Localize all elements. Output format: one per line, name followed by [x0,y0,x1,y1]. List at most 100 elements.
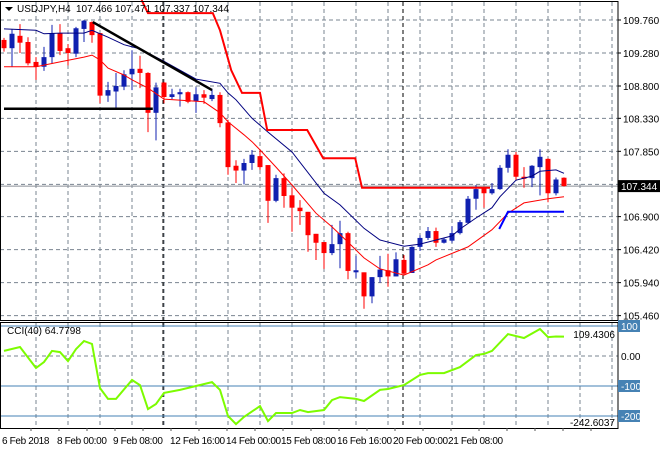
candle [57,24,63,56]
time-tick-label: 15 Feb 08:00 [281,436,337,447]
chart-frame [0,1,619,429]
trendline[interactable] [92,21,213,92]
candle [145,72,151,133]
candle [393,252,399,277]
time-axis: 6 Feb 2018 8 Feb 00:00 9 Feb 08:00 12 Feb 1… [2,428,592,447]
indicator-overlays [3,0,565,276]
candle-body [161,82,167,97]
red-step-line [140,0,490,189]
candle [121,70,127,91]
candle-body [89,22,95,36]
candle [65,44,71,66]
candle-body [425,231,431,238]
price-tick-label: 109.760 [623,16,660,27]
candle-body [465,198,471,223]
candle-body [273,178,279,201]
candle [249,149,255,170]
candle [25,37,31,66]
candle-body [65,48,71,53]
candle-body [321,242,327,254]
cci-level-badge [618,410,640,422]
candle-body [257,156,263,168]
candle-body [97,33,103,96]
price-tick-label: 107.850 [623,147,660,158]
candle-body [369,277,375,297]
candle-body [529,165,535,179]
cci-level-label: 100 [621,322,638,333]
cci-level-label: 0.00 [621,352,641,363]
candle [345,231,351,280]
candle-body [41,57,47,67]
candle-body [169,94,175,97]
candle [169,88,175,100]
candle [193,87,199,113]
price-tick-label: 105.940 [623,279,660,290]
candle-body [281,178,287,196]
candle-body [217,94,223,124]
candle [353,255,359,278]
candle-body [409,246,415,273]
candle [297,200,303,225]
period-separators [162,2,404,428]
candle-body [473,189,479,199]
cci-level-label: -100 [621,382,641,393]
cci-pane [0,325,618,426]
cci-min-label: -242.6037 [570,418,615,429]
candle-body [105,90,111,96]
candle-body [497,167,503,190]
candle-body [49,33,55,58]
candle-body [505,154,511,168]
candle [321,242,327,269]
candle [129,50,135,91]
candle-body [337,233,343,245]
cci-level-badge [618,320,640,332]
candle-body [449,233,455,241]
candle [489,182,495,195]
candle [241,158,247,185]
candle-body [513,154,519,177]
candle-body [33,61,39,67]
cci-level-badge [618,380,640,392]
candle [313,233,319,260]
candle [89,21,95,43]
candle-body [481,187,487,194]
candle-body [137,68,143,73]
symbol-label: USDJPY,H4 [17,4,71,15]
cci-line [3,327,565,426]
candle [449,226,455,243]
candle [177,88,183,107]
current-price-label: 107.344 [621,182,658,193]
ma-slow-line [3,28,565,247]
time-tick-label: 20 Feb 00:00 [393,436,449,447]
candle-body [249,154,255,163]
candle [209,88,215,102]
candle-body [377,269,383,278]
time-tick-label: 14 Feb 00:00 [226,436,282,447]
candle [401,255,407,276]
candle [561,177,567,187]
price-axis: 109.760 109.280 108.800 108.330 107.850 106.9… [570,16,660,429]
candle-body [201,94,207,98]
candle-body [265,165,271,201]
candle [553,177,559,196]
candle-body [457,222,463,234]
candle [41,46,47,71]
candle [337,220,343,269]
candle [105,81,111,102]
candle [305,211,311,252]
candle [433,227,439,247]
candle [49,24,55,64]
cci-pane-border [0,322,619,429]
candle [289,187,295,232]
candle [281,173,287,208]
candle [273,174,279,203]
cci-level-label: -200 [621,412,641,423]
candle-body [177,92,183,95]
price-tick-label: 109.280 [623,49,660,60]
candle-body [129,68,135,75]
dropdown-triangle-icon[interactable] [5,7,13,11]
candle-body [393,259,399,277]
candle-body [289,195,295,208]
candle [513,152,519,181]
